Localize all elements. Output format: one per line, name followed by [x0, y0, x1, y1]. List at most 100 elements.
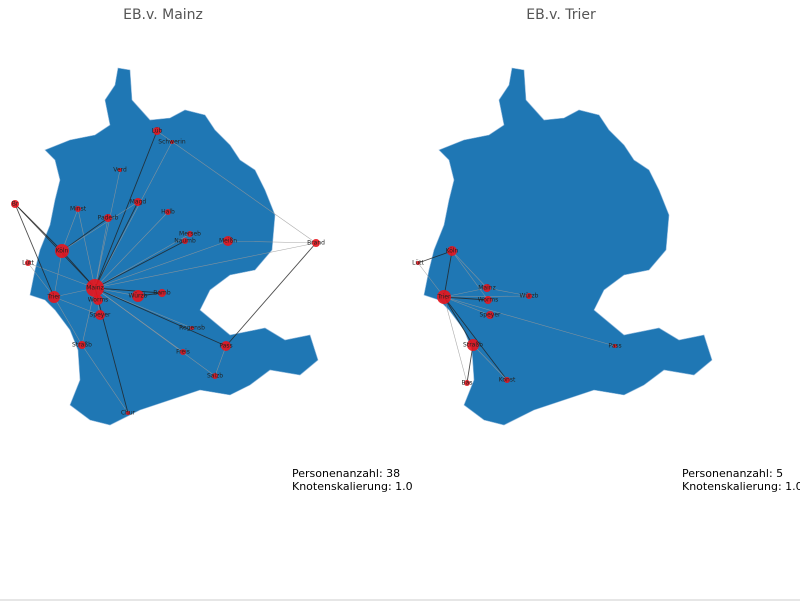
edge [443, 250, 453, 298]
edge [443, 296, 468, 384]
edge [94, 141, 173, 289]
node [223, 236, 233, 246]
edge [53, 296, 83, 346]
edge [94, 169, 121, 289]
node-label: Salzb [207, 373, 223, 380]
edge [14, 203, 63, 252]
edge [94, 217, 109, 289]
node [504, 377, 510, 383]
node [48, 291, 60, 303]
node-label: Speyer [479, 312, 501, 319]
edge [53, 250, 63, 298]
node-label: Mainz [86, 285, 103, 292]
edge [94, 240, 186, 289]
node-label: Pass [219, 343, 232, 350]
node [11, 200, 19, 208]
edge [14, 203, 96, 289]
edge [156, 130, 317, 244]
node [464, 380, 470, 386]
node-label: Schwerin [158, 139, 186, 146]
edges [14, 130, 616, 414]
edge [443, 296, 508, 381]
node [118, 168, 122, 172]
node-label: Köln [56, 248, 69, 255]
node-label: Mainz [478, 285, 495, 292]
node [75, 206, 81, 212]
node [447, 246, 457, 256]
edge [94, 233, 191, 289]
edge [94, 287, 163, 294]
nodes: Lüb Schwerin Verd Br Minst Paderb Magd Halb Mers… [11, 127, 622, 417]
stat-text: Personenanzahl: 38 [292, 467, 400, 480]
node [93, 295, 103, 305]
edge [27, 262, 55, 298]
edge [443, 296, 491, 316]
node [526, 293, 532, 299]
node [165, 209, 171, 215]
node-label: Lüb [152, 128, 163, 135]
node [95, 310, 105, 320]
edge [94, 287, 129, 414]
edge [443, 296, 489, 301]
node-label: Konst [499, 377, 516, 384]
node-label: Köln [446, 248, 459, 255]
node-label: Freis [176, 349, 190, 356]
node-label: Naumb [174, 238, 196, 245]
edge [214, 345, 227, 377]
node-label: Meißn [219, 238, 237, 245]
node-label: Lütt [22, 260, 34, 267]
node-label: Verd [113, 167, 127, 174]
edge [227, 240, 317, 244]
node [126, 411, 130, 415]
node [187, 231, 193, 237]
node [483, 284, 491, 292]
node [182, 238, 188, 244]
node [613, 344, 617, 348]
stat-text: Knotenskalierung: 1.0 [292, 480, 413, 493]
node-label: Trier [436, 294, 451, 301]
node-label: Trier [46, 294, 61, 301]
edge [81, 287, 96, 346]
edge [94, 240, 229, 289]
node-label: Paderb [98, 215, 119, 222]
edge [94, 287, 216, 377]
node-label: Würzb [129, 293, 148, 300]
edge [451, 250, 489, 301]
node [134, 198, 142, 206]
edge [14, 203, 55, 298]
edge [81, 344, 129, 414]
edge [94, 201, 139, 289]
node-label: Würzb [520, 293, 539, 300]
edge [94, 242, 317, 289]
stat-text: Knotenskalierung: 1.0 [682, 480, 800, 493]
node-label: Bamb [153, 290, 171, 297]
edge [94, 211, 169, 289]
node-label: Magd [130, 199, 147, 206]
node-label: Minst [70, 206, 87, 213]
node [104, 214, 112, 222]
node-label: Merseb [179, 231, 201, 238]
node [132, 290, 144, 302]
edge [486, 287, 530, 297]
edge [27, 262, 96, 289]
node-label: Halb [161, 209, 175, 216]
edge [417, 250, 453, 264]
node [180, 349, 186, 355]
node [190, 326, 194, 330]
node-label: Bas [462, 380, 473, 387]
panel-title: EB.v. Mainz [123, 7, 203, 23]
node [25, 260, 31, 266]
panel-title: EB.v. Trier [526, 7, 596, 23]
node [170, 140, 174, 144]
map-right [423, 67, 713, 426]
node [158, 289, 166, 297]
edge [61, 217, 109, 252]
node-label: Pass [608, 343, 621, 350]
node [484, 296, 492, 304]
stat-text: Personenanzahl: 5 [682, 467, 783, 480]
edge [94, 287, 227, 347]
node-label: Br [12, 201, 19, 208]
edge [77, 208, 96, 289]
node-label: Straßb [463, 342, 483, 349]
node [153, 127, 161, 135]
